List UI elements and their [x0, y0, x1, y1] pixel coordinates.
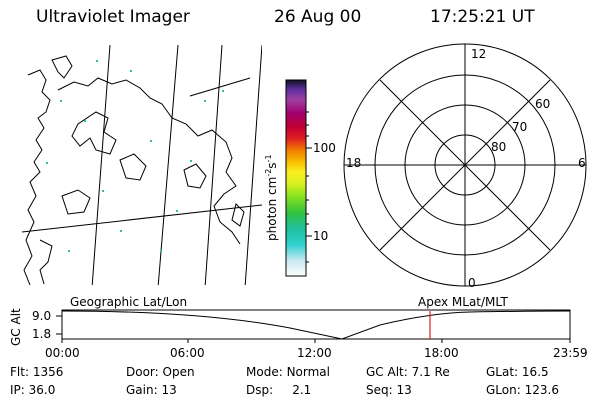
timeline-plot: [56, 309, 571, 343]
observation-date: 26 Aug 00: [274, 7, 362, 27]
mlat-label-80: 80: [491, 140, 507, 154]
timeline-x-tick-label: 12:00: [297, 346, 332, 360]
geographic-map-panel: [22, 45, 262, 285]
status-door: Door: Open: [126, 365, 195, 379]
color-scale-tick-label: 100: [313, 141, 336, 155]
status-glon: GLon: 123.6: [486, 383, 559, 397]
gc-altitude-curve: [61, 310, 571, 340]
timeline-right-title: Apex MLat/MLT: [418, 295, 508, 309]
status-filter: Flt: 1356: [10, 365, 64, 379]
observation-time: 17:25:21 UT: [430, 7, 535, 27]
mlat-label-60: 60: [535, 97, 551, 111]
instrument-title: Ultraviolet Imager: [36, 7, 190, 27]
grid-line: [189, 77, 251, 97]
timeline-x-tick-label: 06:00: [170, 346, 205, 360]
timeline-y-label: GC Alt: [9, 308, 23, 346]
status-mode: Mode: Normal: [246, 365, 330, 379]
status-dsp: Dsp: 2.1: [246, 383, 312, 397]
timeline-y-tick-label: 1.8: [32, 327, 52, 341]
mlt-label-dawn: 6: [578, 156, 586, 170]
coastline: [51, 55, 73, 79]
timeline-y-tick-label: 9.0: [32, 309, 52, 323]
grid-line: [244, 45, 262, 285]
status-ip: IP: 36.0: [10, 383, 56, 397]
color-scale-ticks: [306, 111, 312, 263]
timeline-frame: [61, 309, 571, 340]
timeline-x-tick-label: 18:00: [424, 346, 459, 360]
mlt-label-dusk: 18: [346, 156, 362, 170]
status-gc-alt: GC Alt: 7.1 Re: [366, 365, 450, 379]
grid-line: [91, 45, 111, 285]
timeline-x-tick-label: 00:00: [45, 346, 80, 360]
coastline: [57, 77, 241, 245]
mlt-diagonal: [379, 79, 551, 251]
coastline: [183, 163, 207, 189]
timeline-left-title: Geographic Lat/Lon: [70, 295, 188, 309]
coastline: [231, 203, 245, 227]
status-gain: Gain: 13: [126, 383, 177, 397]
coastline: [71, 111, 117, 155]
timeline-x-tick-label: 23:59: [553, 346, 588, 360]
polar-mlt-plot: [343, 43, 587, 287]
mlt-label-midnight: 0: [468, 276, 476, 290]
coastline: [23, 69, 51, 285]
status-glat: GLat: 16.5: [486, 365, 549, 379]
grid-line: [204, 45, 223, 285]
color-scale-unit: photon cm-2s-1: [264, 154, 279, 241]
coastline: [119, 153, 147, 181]
mlt-label-noon: 12: [471, 47, 487, 61]
status-seq: Seq: 13: [366, 383, 412, 397]
emission-speckles: [46, 60, 224, 252]
grid-line: [157, 45, 179, 285]
grid-line: [22, 204, 262, 233]
color-scale-tick-label: 10: [313, 229, 329, 243]
coastline: [39, 239, 53, 285]
coastline: [61, 189, 91, 215]
color-scale-bar: [285, 79, 307, 277]
mlat-label-70: 70: [512, 120, 528, 134]
